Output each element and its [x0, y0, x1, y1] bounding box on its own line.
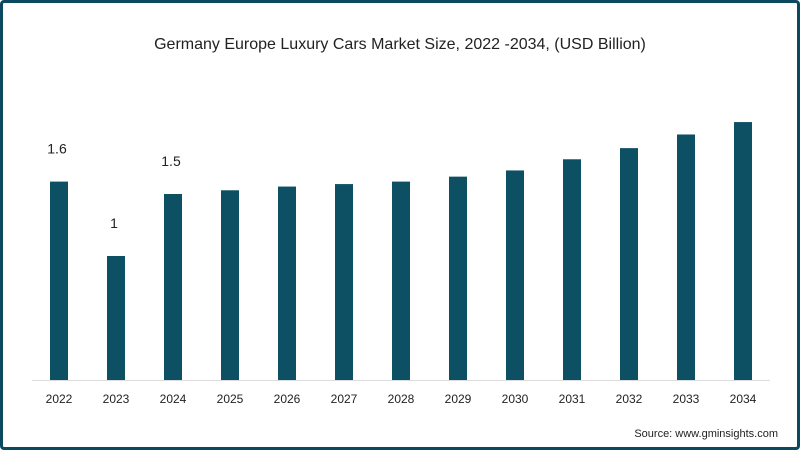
x-tick-label: 2027	[331, 392, 358, 406]
bar-2033	[677, 134, 695, 380]
bar-2028	[392, 181, 410, 380]
x-tick-label: 2029	[445, 392, 472, 406]
bar-2027	[335, 184, 353, 380]
x-tick-label: 2034	[730, 392, 757, 406]
bar-2032	[620, 148, 638, 380]
bar-2031	[563, 159, 581, 380]
source-note: Source: www.gminsights.com	[634, 428, 778, 440]
x-tick-label: 2030	[502, 392, 529, 406]
x-tick-label: 2033	[673, 392, 700, 406]
bar-2029	[449, 176, 467, 380]
data-label: 1	[110, 215, 118, 231]
bar-2022	[50, 181, 68, 380]
x-tick-label: 2031	[559, 392, 586, 406]
bar-2030	[506, 170, 524, 380]
bar-2025	[221, 190, 239, 380]
data-label: 1.5	[161, 153, 181, 169]
x-tick-label: 2024	[160, 392, 187, 406]
x-tick-label: 2025	[217, 392, 244, 406]
x-tick-label: 2023	[103, 392, 130, 406]
data-label: 1.6	[47, 141, 67, 157]
bar-2023	[107, 256, 125, 380]
x-tick-label: 2028	[388, 392, 415, 406]
bar-2034	[734, 122, 752, 380]
bar-2024	[164, 194, 182, 380]
x-tick-label: 2026	[274, 392, 301, 406]
bar-2026	[278, 186, 296, 380]
chart-title: Germany Europe Luxury Cars Market Size, …	[154, 36, 646, 53]
x-tick-label: 2032	[616, 392, 643, 406]
x-tick-label: 2022	[46, 392, 73, 406]
